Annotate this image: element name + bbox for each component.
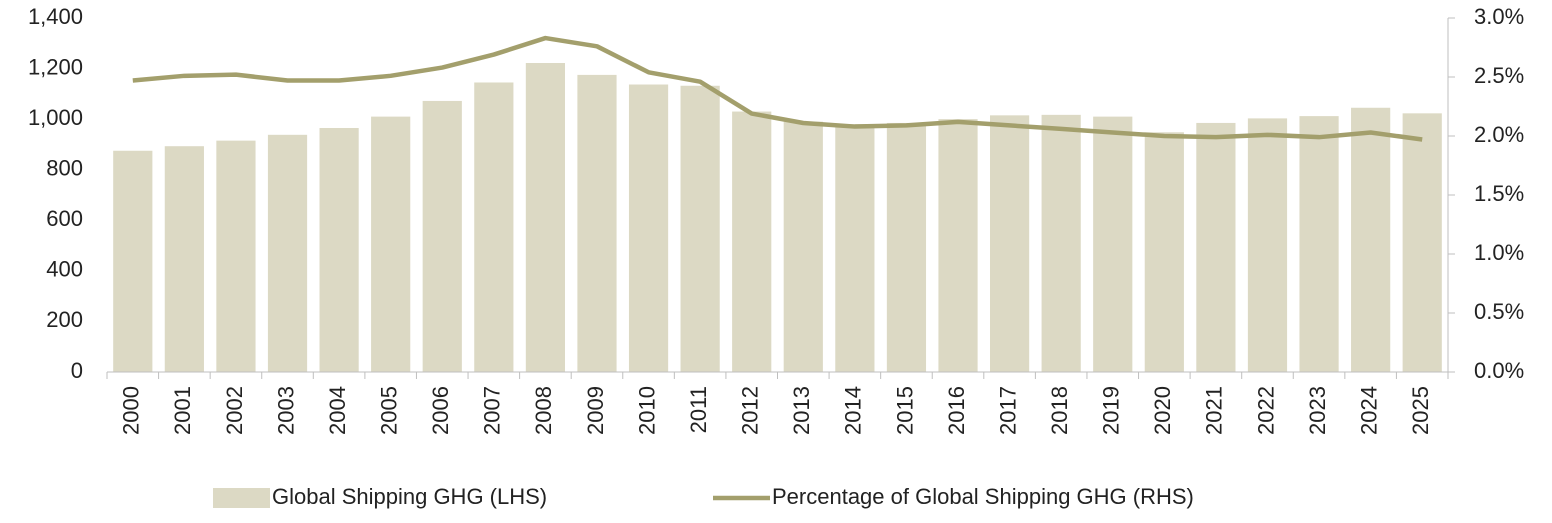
legend-label: Global Shipping GHG (LHS) xyxy=(272,484,547,509)
bar xyxy=(886,122,927,372)
bar xyxy=(164,146,204,372)
x-tick-label: 2005 xyxy=(376,386,401,435)
y2-tick-label: 2.0% xyxy=(1474,122,1524,147)
x-tick-label: 2016 xyxy=(944,386,969,435)
bar xyxy=(1041,114,1081,372)
y-tick-label: 0 xyxy=(71,358,83,383)
x-tick-label: 2019 xyxy=(1099,386,1124,435)
y2-tick-label: 1.5% xyxy=(1474,181,1524,206)
x-tick-label: 2023 xyxy=(1305,386,1330,435)
bar xyxy=(1247,118,1288,373)
bar xyxy=(1351,107,1391,372)
x-tick-label: 2018 xyxy=(1047,386,1072,435)
x-tick-label: 2015 xyxy=(892,386,917,435)
x-tick-label: 2002 xyxy=(222,386,247,435)
bar xyxy=(525,63,566,372)
x-tick-label: 2006 xyxy=(428,386,453,435)
bar xyxy=(216,140,256,372)
x-tick-label: 2020 xyxy=(1150,386,1175,435)
y-tick-label: 1,000 xyxy=(28,105,83,130)
x-tick-label: 2007 xyxy=(480,386,505,435)
x-tick-label: 2013 xyxy=(789,386,814,435)
x-tick-label: 2011 xyxy=(686,386,711,433)
y-tick-label: 200 xyxy=(46,307,83,332)
bar xyxy=(319,127,359,372)
x-tick-label: 2021 xyxy=(1202,386,1227,435)
y2-tick-label: 0.5% xyxy=(1474,299,1524,324)
y-tick-label: 400 xyxy=(46,257,83,282)
legend-swatch xyxy=(213,488,270,508)
x-tick-label: 2012 xyxy=(738,386,763,435)
x-tick-label: 2014 xyxy=(841,386,866,435)
x-tick-label: 2003 xyxy=(273,386,298,435)
x-tick-label: 2010 xyxy=(634,386,659,435)
x-tick-label: 2001 xyxy=(170,386,195,435)
y-tick-label: 600 xyxy=(46,206,83,231)
x-tick-label: 2025 xyxy=(1408,386,1433,435)
bar xyxy=(577,74,617,373)
bar xyxy=(938,119,978,373)
bar xyxy=(835,124,875,372)
x-tick-label: 2024 xyxy=(1356,386,1381,435)
bar xyxy=(113,150,153,372)
bar xyxy=(680,85,720,372)
x-tick-label: 2008 xyxy=(531,386,556,435)
bar xyxy=(732,111,772,373)
x-tick-label: 2000 xyxy=(119,386,144,435)
x-tick-label: 2004 xyxy=(325,386,350,435)
bar xyxy=(371,116,411,372)
y2-tick-label: 0.0% xyxy=(1474,358,1524,383)
x-tick-label: 2022 xyxy=(1253,386,1278,435)
legend-label: Percentage of Global Shipping GHG (RHS) xyxy=(772,484,1194,509)
bar xyxy=(267,134,308,372)
bar xyxy=(1093,116,1133,372)
bar xyxy=(1402,113,1442,372)
bar xyxy=(1144,132,1184,372)
bar xyxy=(989,115,1030,372)
y2-tick-label: 2.5% xyxy=(1474,63,1524,88)
bar xyxy=(422,100,462,373)
bar xyxy=(1299,116,1339,372)
y2-tick-label: 3.0% xyxy=(1474,4,1524,29)
x-tick-label: 2009 xyxy=(583,386,608,435)
y-tick-label: 800 xyxy=(46,156,83,181)
bar xyxy=(628,84,669,372)
bar xyxy=(783,121,823,373)
bar xyxy=(474,82,514,372)
bar xyxy=(1196,122,1236,372)
line xyxy=(132,35,1423,142)
y-tick-label: 1,400 xyxy=(28,4,83,29)
y-tick-label: 1,200 xyxy=(28,54,83,79)
x-tick-label: 2017 xyxy=(995,386,1020,435)
y2-tick-label: 1.0% xyxy=(1474,240,1524,265)
